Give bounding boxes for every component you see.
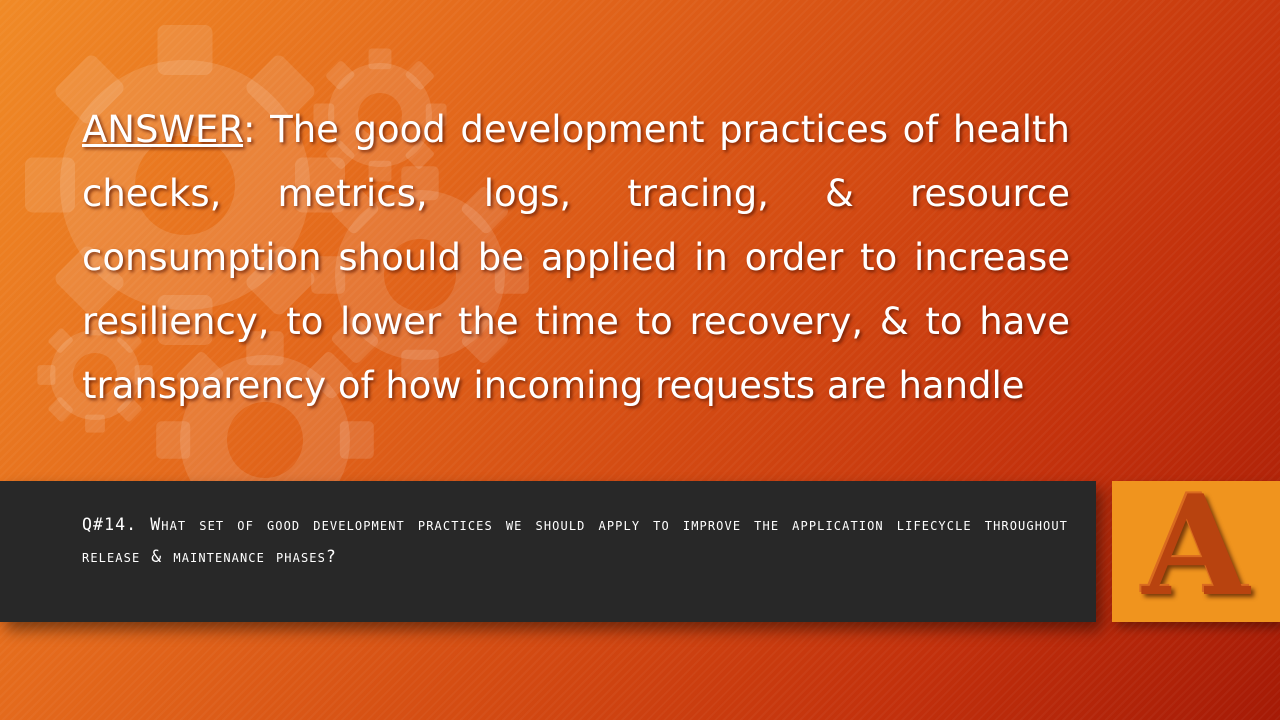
answer-badge: A [1112, 475, 1280, 622]
question-text: Q#14. What set of good development pract… [82, 515, 1068, 566]
question-bar [0, 481, 1096, 622]
answer-separator: : [243, 108, 256, 151]
answer-body: The good development practices of health… [82, 108, 1070, 407]
badge-letter: A [1142, 464, 1250, 627]
answer-label: ANSWER [82, 108, 244, 151]
answer-text-block: ANSWER: The good development practices o… [82, 98, 1070, 418]
